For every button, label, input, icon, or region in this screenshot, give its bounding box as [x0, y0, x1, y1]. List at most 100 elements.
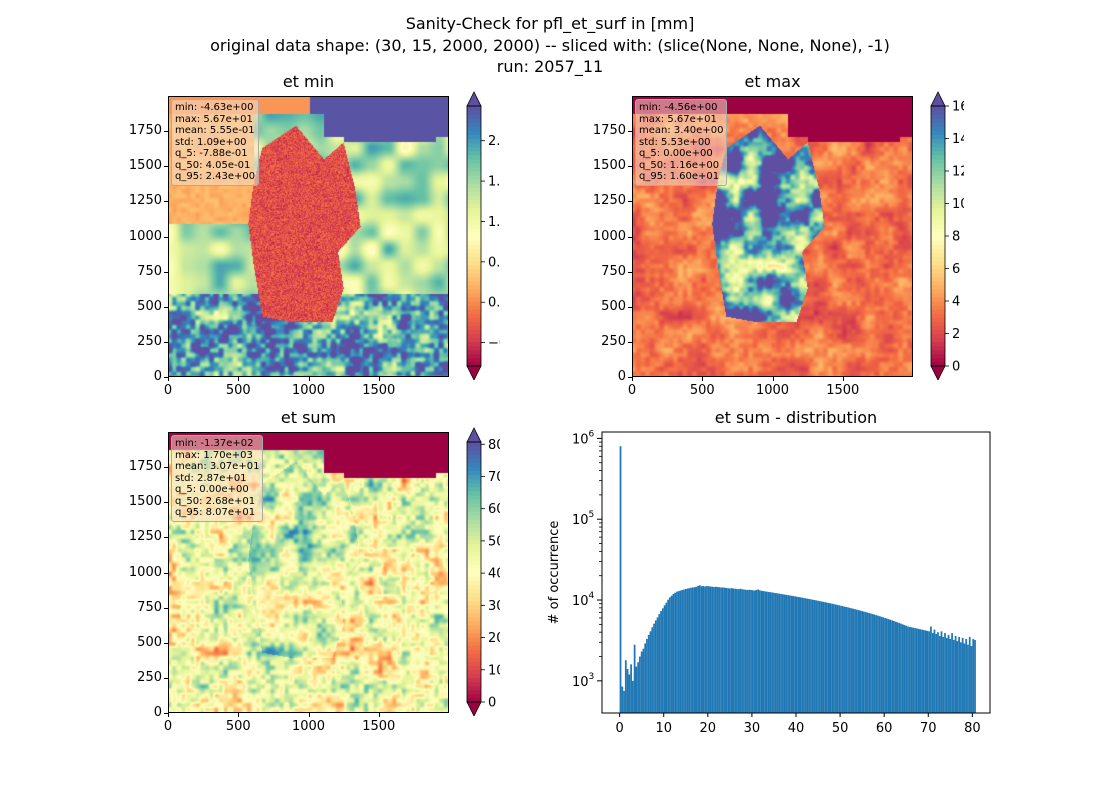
colorbar-segment [467, 175, 481, 180]
histogram-bar [947, 634, 950, 713]
histogram-bar [751, 590, 754, 713]
panel-title-et-min: et min [282, 72, 335, 91]
colorbar-segment [467, 474, 481, 480]
colorbar-tick-label: 14 [952, 132, 964, 147]
stats-box: min: -4.63e+00 max: 5.67e+01 mean: 5.55e… [171, 99, 260, 186]
colorbar-segment [467, 547, 481, 553]
histogram-bar [704, 586, 707, 713]
histogram-bar [870, 613, 872, 713]
histogram-bar [706, 586, 708, 713]
histogram-title: et sum - distribution [714, 408, 878, 427]
colorbar-segment [467, 519, 481, 524]
colorbar-segment [931, 171, 945, 176]
colorbar-segment [931, 227, 945, 233]
x-tick-label: 1500 [362, 383, 396, 398]
map-et-sum: min: -1.37e+02 max: 1.70e+03 mean: 3.07e… [168, 432, 449, 713]
colorbar-tick-label: 40 [488, 567, 500, 582]
x-tick-label: 1000 [291, 719, 326, 734]
colorbar-segment [931, 130, 945, 136]
colorbar-segment [467, 669, 481, 675]
stat-q5: q_5: 0.00e+00 [175, 484, 249, 495]
histogram-bar [952, 640, 955, 713]
histogram-bar [688, 588, 691, 713]
histogram-bar [774, 593, 777, 713]
colorbar-segment [467, 179, 481, 184]
histogram-bar [767, 591, 770, 713]
colorbar-segment [467, 248, 481, 253]
histogram-bar [970, 645, 973, 713]
colorbar-segment [931, 122, 945, 127]
colorbar-tick-label: 20 [488, 631, 500, 646]
colorbar-segment [467, 264, 481, 270]
histogram-bar [728, 588, 731, 713]
histogram-bar [831, 603, 834, 713]
histogram-bar [725, 587, 728, 713]
colorbar-segment [931, 138, 945, 144]
colorbar-segment [467, 231, 481, 237]
histogram-bar [776, 593, 779, 713]
colorbar-segment [467, 539, 481, 545]
colorbar-extend-max [466, 427, 482, 443]
y-tick-label: 106 [572, 429, 595, 447]
y-tick-mark [164, 201, 168, 203]
colorbar-segment [467, 685, 481, 691]
histogram-bar [914, 628, 916, 713]
colorbar-extend-min [466, 701, 482, 716]
histogram-bar [723, 587, 726, 713]
histogram-bar [750, 590, 752, 713]
colorbar-segment [931, 199, 945, 205]
colorbar-segment [467, 502, 481, 508]
colorbar-segment [931, 191, 945, 196]
histogram-bar [677, 591, 680, 713]
colorbar-segment [467, 357, 481, 363]
colorbar-segment [467, 543, 481, 549]
map-et-min: min: -4.63e+00 max: 5.67e+01 mean: 5.55e… [168, 96, 449, 377]
y-tick-mark [628, 306, 632, 308]
colorbar-segment [467, 673, 481, 679]
histogram-bar [972, 638, 975, 713]
y-tick-label: 1500 [128, 158, 162, 174]
histogram-bar [954, 635, 957, 713]
colorbar-segment [467, 114, 481, 119]
colorbar-segment [467, 628, 481, 634]
colorbar-segment [467, 478, 481, 484]
colorbar-segment [931, 166, 945, 172]
colorbar-segment [467, 535, 481, 541]
histogram-bar [686, 588, 689, 713]
colorbar-segment [467, 486, 481, 492]
histogram-bar [834, 604, 837, 713]
stat-max: max: 5.67e+01 [175, 113, 253, 125]
histogram-bar [621, 686, 624, 713]
colorbar-segment [467, 498, 481, 504]
colorbar-segment [467, 576, 481, 581]
colorbar-segment [467, 321, 481, 326]
colorbar-segment [467, 515, 481, 520]
histogram-bar [674, 592, 677, 713]
histogram-bar [822, 601, 825, 713]
histogram-bar [681, 590, 684, 713]
colorbar-segment [467, 572, 481, 577]
stats-box: min: -4.56e+00 max: 5.67e+01 mean: 3.40e… [635, 99, 728, 186]
histogram-bar [639, 656, 641, 713]
colorbar-segment [467, 260, 481, 266]
colorbar-segment [931, 325, 945, 331]
colorbar-segment [467, 333, 481, 339]
colorbar-segment [467, 567, 481, 573]
y-tick-label: 1750 [592, 123, 626, 139]
histogram-bar [695, 586, 698, 713]
y-tick-mark [164, 677, 168, 679]
histogram-bar [646, 638, 648, 713]
histogram-bar [697, 585, 699, 713]
colorbar-segment [467, 276, 481, 282]
colorbar-segment [467, 219, 481, 225]
colorbar-frame [466, 441, 482, 703]
colorbar-segment [467, 657, 481, 662]
colorbar-segment [467, 106, 481, 111]
colorbar-tick-label: 1.0 [488, 215, 500, 230]
histogram-bar [653, 623, 655, 713]
colorbar-segment [931, 317, 945, 322]
colorbar-segment [467, 649, 481, 654]
colorbar-et-min: 2.0 1.5 1.0 0.5 0.0 −0.5 [466, 91, 500, 380]
colorbar-segment [467, 292, 481, 298]
colorbar-tick-label: 60 [488, 502, 500, 517]
